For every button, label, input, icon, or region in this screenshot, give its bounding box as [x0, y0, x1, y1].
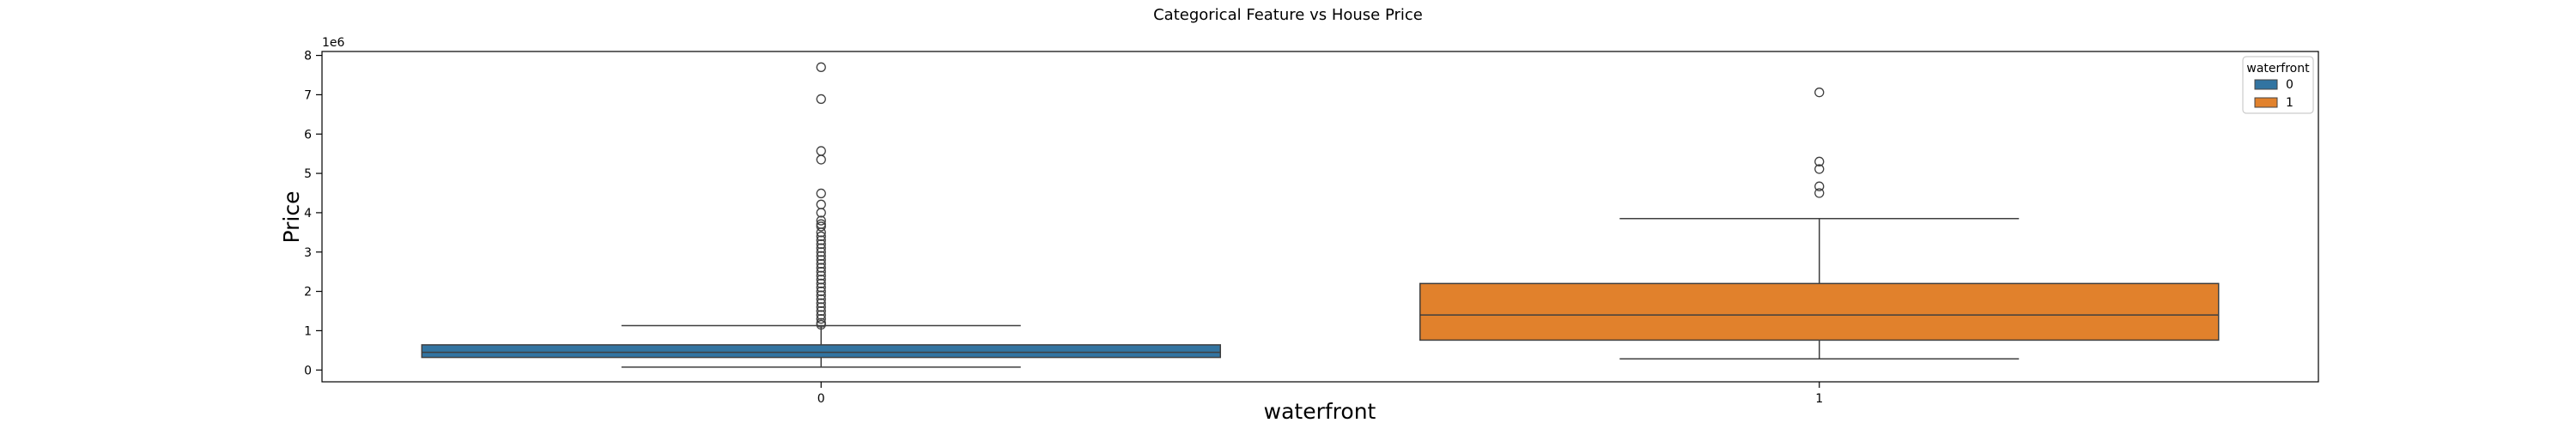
outlier-0-19 [816, 263, 826, 273]
box-1 [1419, 282, 2220, 341]
outlier-0-22 [816, 275, 826, 285]
outlier-0-17 [816, 255, 826, 265]
y-offset-label: 1e6 [322, 36, 345, 50]
box-group-1 [1419, 88, 2220, 360]
outlier-0-7 [816, 215, 826, 226]
outlier-1-4 [1814, 188, 1825, 198]
box-group-0 [421, 62, 1221, 368]
outlier-0-13 [816, 239, 826, 250]
y-axis-label: Price [279, 191, 304, 244]
outlier-0-28 [816, 298, 826, 308]
outlier-1-1 [1814, 156, 1825, 166]
outlier-0-16 [816, 251, 826, 261]
outlier-0-14 [816, 243, 826, 253]
outlier-0-4 [816, 188, 826, 199]
outlier-0-23 [816, 278, 826, 289]
legend-title: waterfront [2246, 62, 2310, 76]
outlier-0-34 [816, 319, 826, 330]
outlier-0-30 [816, 305, 826, 317]
outlier-0-15 [816, 247, 826, 257]
chart-title: Categorical Feature vs House Price [1153, 6, 1423, 24]
outlier-1-2 [1814, 164, 1825, 174]
outlier-0-10 [816, 227, 826, 238]
outlier-0-11 [816, 231, 826, 242]
outlier-0-25 [816, 286, 826, 297]
outlier-0-6 [816, 208, 826, 218]
y-tick-label-4: 4 [304, 207, 312, 221]
y-tick-label-0: 0 [304, 364, 312, 378]
x-tick-label-0: 0 [817, 392, 825, 406]
outlier-0-27 [816, 294, 826, 305]
legend-label-0: 0 [2286, 78, 2293, 92]
outlier-0-0 [816, 62, 826, 72]
legend: waterfront 0 1 [2242, 56, 2314, 114]
outlier-0-2 [816, 146, 826, 156]
x-tick-label-1: 1 [1815, 392, 1823, 406]
legend-label-1: 1 [2286, 96, 2293, 110]
outlier-0-12 [816, 235, 826, 245]
outlier-0-26 [816, 290, 826, 300]
outlier-0-20 [816, 267, 826, 277]
outlier-1-0 [1814, 88, 1825, 98]
plot-area [321, 51, 2319, 383]
legend-swatch-0 [2254, 79, 2278, 90]
outlier-0-24 [816, 282, 826, 293]
outlier-0-9 [816, 221, 826, 232]
outlier-0-21 [816, 270, 826, 281]
y-tick-label-6: 6 [304, 128, 312, 142]
y-tick-label-3: 3 [304, 246, 312, 260]
x-axis-label: waterfront [1264, 399, 1376, 424]
outlier-0-31 [816, 310, 826, 320]
outlier-0-5 [816, 199, 826, 209]
y-tick-label-7: 7 [304, 88, 312, 102]
y-axis: 0 1 2 3 4 5 6 7 8 [304, 50, 322, 378]
outlier-0-32 [816, 314, 826, 324]
box-0 [421, 344, 1221, 359]
y-tick-label-5: 5 [304, 167, 312, 181]
y-tick-label-1: 1 [304, 324, 312, 338]
outlier-0-18 [816, 258, 826, 269]
y-tick-label-2: 2 [304, 286, 312, 299]
box-plots [421, 62, 2220, 368]
legend-swatch-1 [2254, 97, 2278, 108]
outlier-0-1 [816, 94, 826, 105]
outlier-1-3 [1814, 181, 1825, 191]
y-tick-label-8: 8 [304, 50, 312, 63]
outlier-0-3 [816, 154, 826, 165]
outlier-0-29 [816, 302, 826, 312]
